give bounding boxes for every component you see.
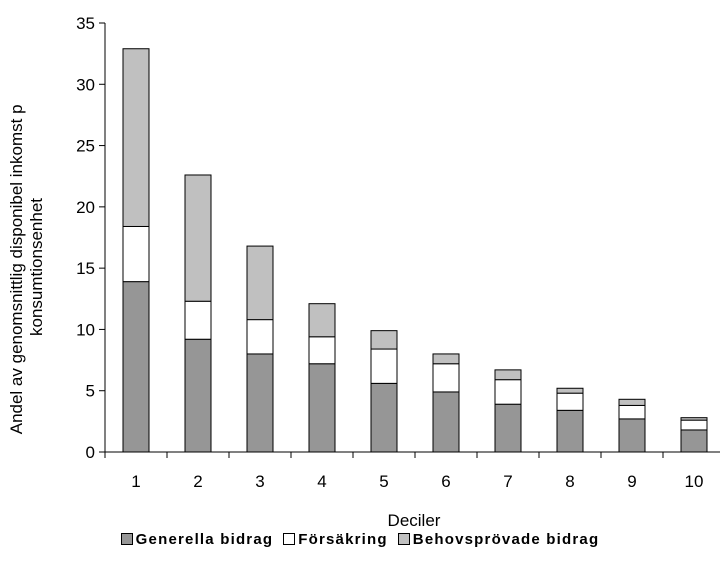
x-tick-label: 1 [131, 472, 140, 491]
y-tick-label: 15 [76, 259, 95, 278]
x-tick-label: 10 [685, 472, 704, 491]
bars-group [122, 48, 708, 453]
bar-segment-forsakring-decile-10 [680, 419, 708, 431]
bar-segment-forsakring-decile-4 [308, 336, 336, 365]
legend-label-behovsprovade: Behovsprövade bidrag [412, 530, 600, 548]
bar-segment-generella-decile-1 [122, 281, 150, 453]
bar-segment-forsakring-decile-6 [432, 363, 460, 393]
bar-segment-forsakring-decile-8 [556, 392, 584, 411]
legend-item-behovsprovade: Behovsprövade bidrag [397, 530, 600, 548]
bar-segment-generella-decile-3 [246, 353, 274, 453]
y-tick-label: 35 [76, 14, 95, 33]
bar-segment-behovsprovade-decile-7 [494, 369, 522, 381]
bar-segment-forsakring-decile-5 [370, 348, 398, 384]
x-tick-label: 3 [255, 472, 264, 491]
bar-segment-generella-decile-9 [618, 418, 646, 453]
bar-segment-generella-decile-5 [370, 382, 398, 453]
legend-item-forsakring: Försäkring [283, 531, 388, 548]
bar-segment-generella-decile-7 [494, 403, 522, 453]
y-tick-label: 25 [76, 137, 95, 156]
legend-swatch-behovsprovade [397, 533, 410, 545]
legend-label-forsakring: Försäkring [298, 530, 388, 548]
bar-segment-behovsprovade-decile-6 [432, 353, 460, 365]
y-tick-label: 20 [76, 198, 95, 217]
y-tick-label: 0 [86, 443, 95, 462]
y-tick-label: 10 [76, 320, 95, 339]
bar-segment-forsakring-decile-2 [184, 300, 212, 340]
legend-label-generella: Generella bidrag [135, 530, 274, 548]
x-axis-label: Deciler [388, 511, 441, 530]
legend-swatch-generella [120, 533, 133, 545]
y-ticks-group: 0 5 10 15 20 25 30 35 [76, 14, 105, 462]
bar-segment-behovsprovade-decile-9 [618, 398, 646, 406]
bar-segment-behovsprovade-decile-3 [246, 245, 274, 321]
bar-segment-behovsprovade-decile-2 [184, 174, 212, 302]
x-tick-label: 4 [317, 472, 326, 491]
bar-segment-forsakring-decile-3 [246, 319, 274, 355]
bar-segment-behovsprovade-decile-10 [680, 417, 708, 421]
x-tick-label: 2 [193, 472, 202, 491]
y-axis-label-line-2: konsumtionsenhet [27, 198, 46, 336]
bar-segment-generella-decile-2 [184, 338, 212, 453]
bar-segment-generella-decile-6 [432, 391, 460, 453]
x-tick-label: 6 [441, 472, 450, 491]
x-tick-label: 5 [379, 472, 388, 491]
y-tick-label: 5 [86, 382, 95, 401]
bar-segment-generella-decile-8 [556, 409, 584, 453]
y-tick-label: 30 [76, 75, 95, 94]
bar-segment-generella-decile-4 [308, 363, 336, 453]
legend-swatch-forsakring [283, 533, 296, 545]
y-axis-label: Andel av genomsnittlig disponibel inkoms… [7, 100, 46, 435]
bar-segment-behovsprovade-decile-4 [308, 303, 336, 338]
y-axis-label-line-1: Andel av genomsnittlig disponibel inkoms… [7, 104, 26, 434]
bar-segment-behovsprovade-decile-1 [122, 48, 150, 227]
legend-item-generella: Generella bidrag [120, 530, 274, 548]
legend: Generella bidrag Försäkring Behovsprövad… [0, 527, 720, 551]
bar-segment-forsakring-decile-9 [618, 404, 646, 420]
x-tick-label: 9 [627, 472, 636, 491]
bar-segment-forsakring-decile-1 [122, 225, 150, 283]
bar-segment-generella-decile-10 [680, 429, 708, 453]
bar-segment-forsakring-decile-7 [494, 379, 522, 405]
x-tick-label: 8 [565, 472, 574, 491]
x-tick-label: 7 [503, 472, 512, 491]
x-ticks-group: 1 2 3 4 5 6 7 8 9 10 [104, 452, 704, 491]
bar-segment-behovsprovade-decile-5 [370, 330, 398, 350]
bar-segment-behovsprovade-decile-8 [556, 387, 584, 394]
